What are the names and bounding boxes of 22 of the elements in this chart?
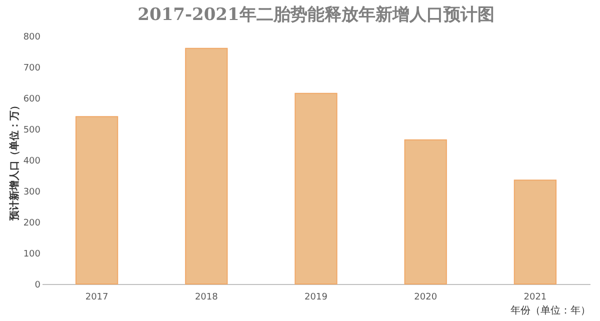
y-tick-label: 600 (23, 94, 41, 104)
y-tick-label: 200 (23, 218, 41, 228)
y-tick-label: 400 (23, 156, 41, 166)
y-tick-label: 300 (23, 188, 41, 198)
x-tick-label: 2018 (194, 292, 218, 302)
x-tick-label: 2020 (414, 292, 438, 302)
y-tick-label: 800 (23, 32, 41, 42)
y-tick-label: 0 (34, 280, 41, 290)
x-axis-title: 年份（单位：年） (510, 304, 590, 316)
bar (185, 48, 228, 284)
chart-title: 2017-2021年二胎势能释放年新增人口预计图 (138, 5, 494, 25)
x-tick-label: 2019 (304, 292, 328, 302)
bar (404, 139, 447, 284)
x-tick-label: 2017 (85, 292, 108, 302)
y-tick-label: 100 (23, 250, 41, 260)
y-tick-label: 500 (23, 126, 41, 136)
y-axis-title: 预计新增人口（单位：万） (8, 100, 20, 222)
bar (75, 116, 118, 284)
bar (514, 180, 557, 284)
y-tick-label: 700 (23, 64, 41, 74)
bar (294, 92, 338, 284)
x-tick-label: 2021 (524, 292, 547, 302)
